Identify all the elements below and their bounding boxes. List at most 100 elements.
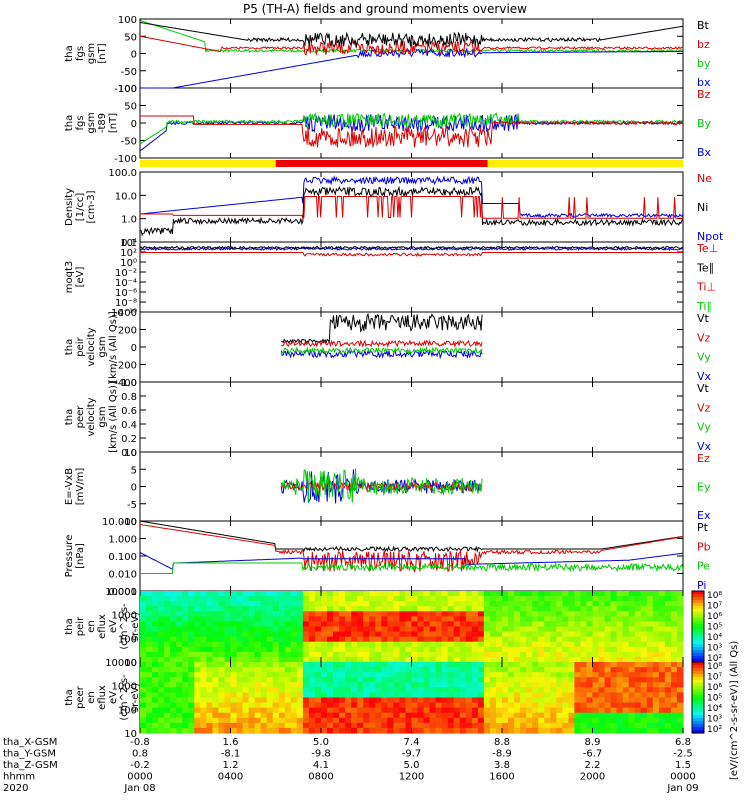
spectrogram-cell [158, 646, 165, 653]
y-tick-label: 100 [118, 15, 137, 26]
spectrogram-cell [158, 651, 165, 658]
spectrogram-cell [182, 727, 189, 734]
spectrogram-cell [453, 631, 461, 638]
spectrogram-cell [520, 626, 527, 633]
spectrogram-cell [146, 702, 153, 709]
spectrogram-cell [435, 712, 443, 719]
spectrogram-cell [598, 606, 606, 612]
spectrogram-cell [188, 672, 195, 678]
spectrogram-cell [188, 727, 195, 734]
spectrogram-cell [483, 636, 491, 643]
spectrogram-cell [652, 682, 660, 688]
spectrogram-cell [495, 601, 503, 607]
spectrogram-cell [652, 712, 660, 719]
spectrogram-cell [314, 631, 322, 638]
spectrogram-cell [568, 641, 575, 648]
spectrogram-cell [182, 712, 189, 719]
ephemeris-label: tha_Z-GSM [3, 760, 58, 771]
spectrogram-cell [266, 616, 274, 623]
colorbar-cell [692, 664, 704, 669]
spectrogram-cell [302, 662, 310, 668]
spectrogram-cell [278, 692, 286, 699]
ephemeris-value: -8.1 [221, 749, 241, 760]
spectrogram-cell [429, 621, 437, 628]
spectrogram-cell [447, 651, 455, 658]
spectrogram-cell [495, 606, 503, 612]
spectrogram-cell [405, 656, 413, 663]
ephemeris-value: 1.2 [223, 760, 239, 771]
spectrogram-cell [652, 717, 660, 724]
spectrogram-cell [188, 677, 195, 683]
spectrogram-cell [345, 601, 352, 607]
spectrogram-cell [188, 591, 195, 597]
spectrogram-cell [592, 606, 600, 612]
spectrogram-cell [302, 636, 310, 643]
spectrogram-cell [194, 606, 201, 612]
colorbar-tick-label: 10⁵ [707, 623, 722, 633]
y-tick-label: 1.0 [121, 378, 137, 389]
spectrogram-cell [489, 626, 497, 633]
spectrogram-cell [556, 687, 563, 694]
spectrogram-cell [290, 621, 298, 628]
spectrogram-cell [266, 682, 274, 688]
spectrogram-cell [200, 651, 207, 658]
spectrogram-cell [278, 702, 286, 709]
spectrogram-cell [194, 651, 201, 658]
spectrogram-cell [616, 646, 624, 653]
spectrogram-cell [230, 611, 238, 617]
spectrogram-cell [489, 631, 497, 638]
spectrogram-cell [206, 707, 213, 714]
spectrogram-cell [652, 601, 660, 607]
spectrogram-cell [308, 596, 316, 602]
y-axis-label: thafgsgsm[nT] [64, 43, 108, 64]
series-line [139, 19, 683, 54]
colorbar-cell [692, 596, 704, 601]
spectrogram-cell [188, 631, 195, 638]
y-tick-label: -100 [114, 84, 137, 95]
spectrogram-cell [477, 727, 485, 734]
spectrogram-cell [405, 601, 413, 607]
spectrogram-cell [610, 641, 618, 648]
spectrogram-cell [146, 712, 153, 719]
spectrogram-cell [592, 672, 600, 678]
spectrogram-cell [218, 641, 226, 648]
spectrogram-cell [393, 641, 401, 648]
spectrogram-cell [158, 682, 165, 688]
spectrogram-cell [574, 616, 582, 623]
spectrogram-cell [260, 677, 268, 683]
spectrogram-cell [441, 727, 449, 734]
spectrogram-cell [453, 712, 461, 719]
spectrogram-cell [586, 717, 594, 724]
spectrogram-cell [592, 677, 600, 683]
spectrogram-cell [526, 672, 533, 678]
series-path [280, 345, 483, 355]
spectrogram-cell [435, 727, 443, 734]
spectrogram-cell [604, 601, 612, 607]
spectrogram-cell [586, 591, 594, 597]
spectrogram-cell [435, 722, 443, 729]
spectrogram-cell [363, 672, 370, 678]
spectrogram-cell [314, 697, 322, 704]
spectrogram-cell [526, 677, 533, 683]
spectrogram-cell [604, 626, 612, 633]
spectrogram-cell [417, 692, 425, 699]
spectrogram-cell [483, 672, 491, 678]
spectrogram-cell [266, 712, 274, 719]
spectrogram-cell [236, 601, 244, 607]
spectrogram-cell [387, 616, 394, 623]
spectrogram-cell [321, 641, 328, 648]
spectrogram-cell [381, 636, 388, 643]
spectrogram-cell [616, 672, 624, 678]
spectrogram-cell [176, 646, 183, 653]
spectrogram-cell [158, 662, 165, 668]
spectrogram-cell [411, 591, 419, 597]
spectrogram-cell [477, 717, 485, 724]
spectrogram-cell [604, 641, 612, 648]
spectrogram-cell [646, 636, 654, 643]
spectrogram-cell [176, 656, 183, 663]
spectrogram-cell [562, 636, 569, 643]
spectrogram-cell [357, 717, 364, 724]
spectrogram-cell [556, 631, 563, 638]
spectrogram-cell [333, 687, 340, 694]
y-axis-label-line: velocity [86, 397, 97, 436]
